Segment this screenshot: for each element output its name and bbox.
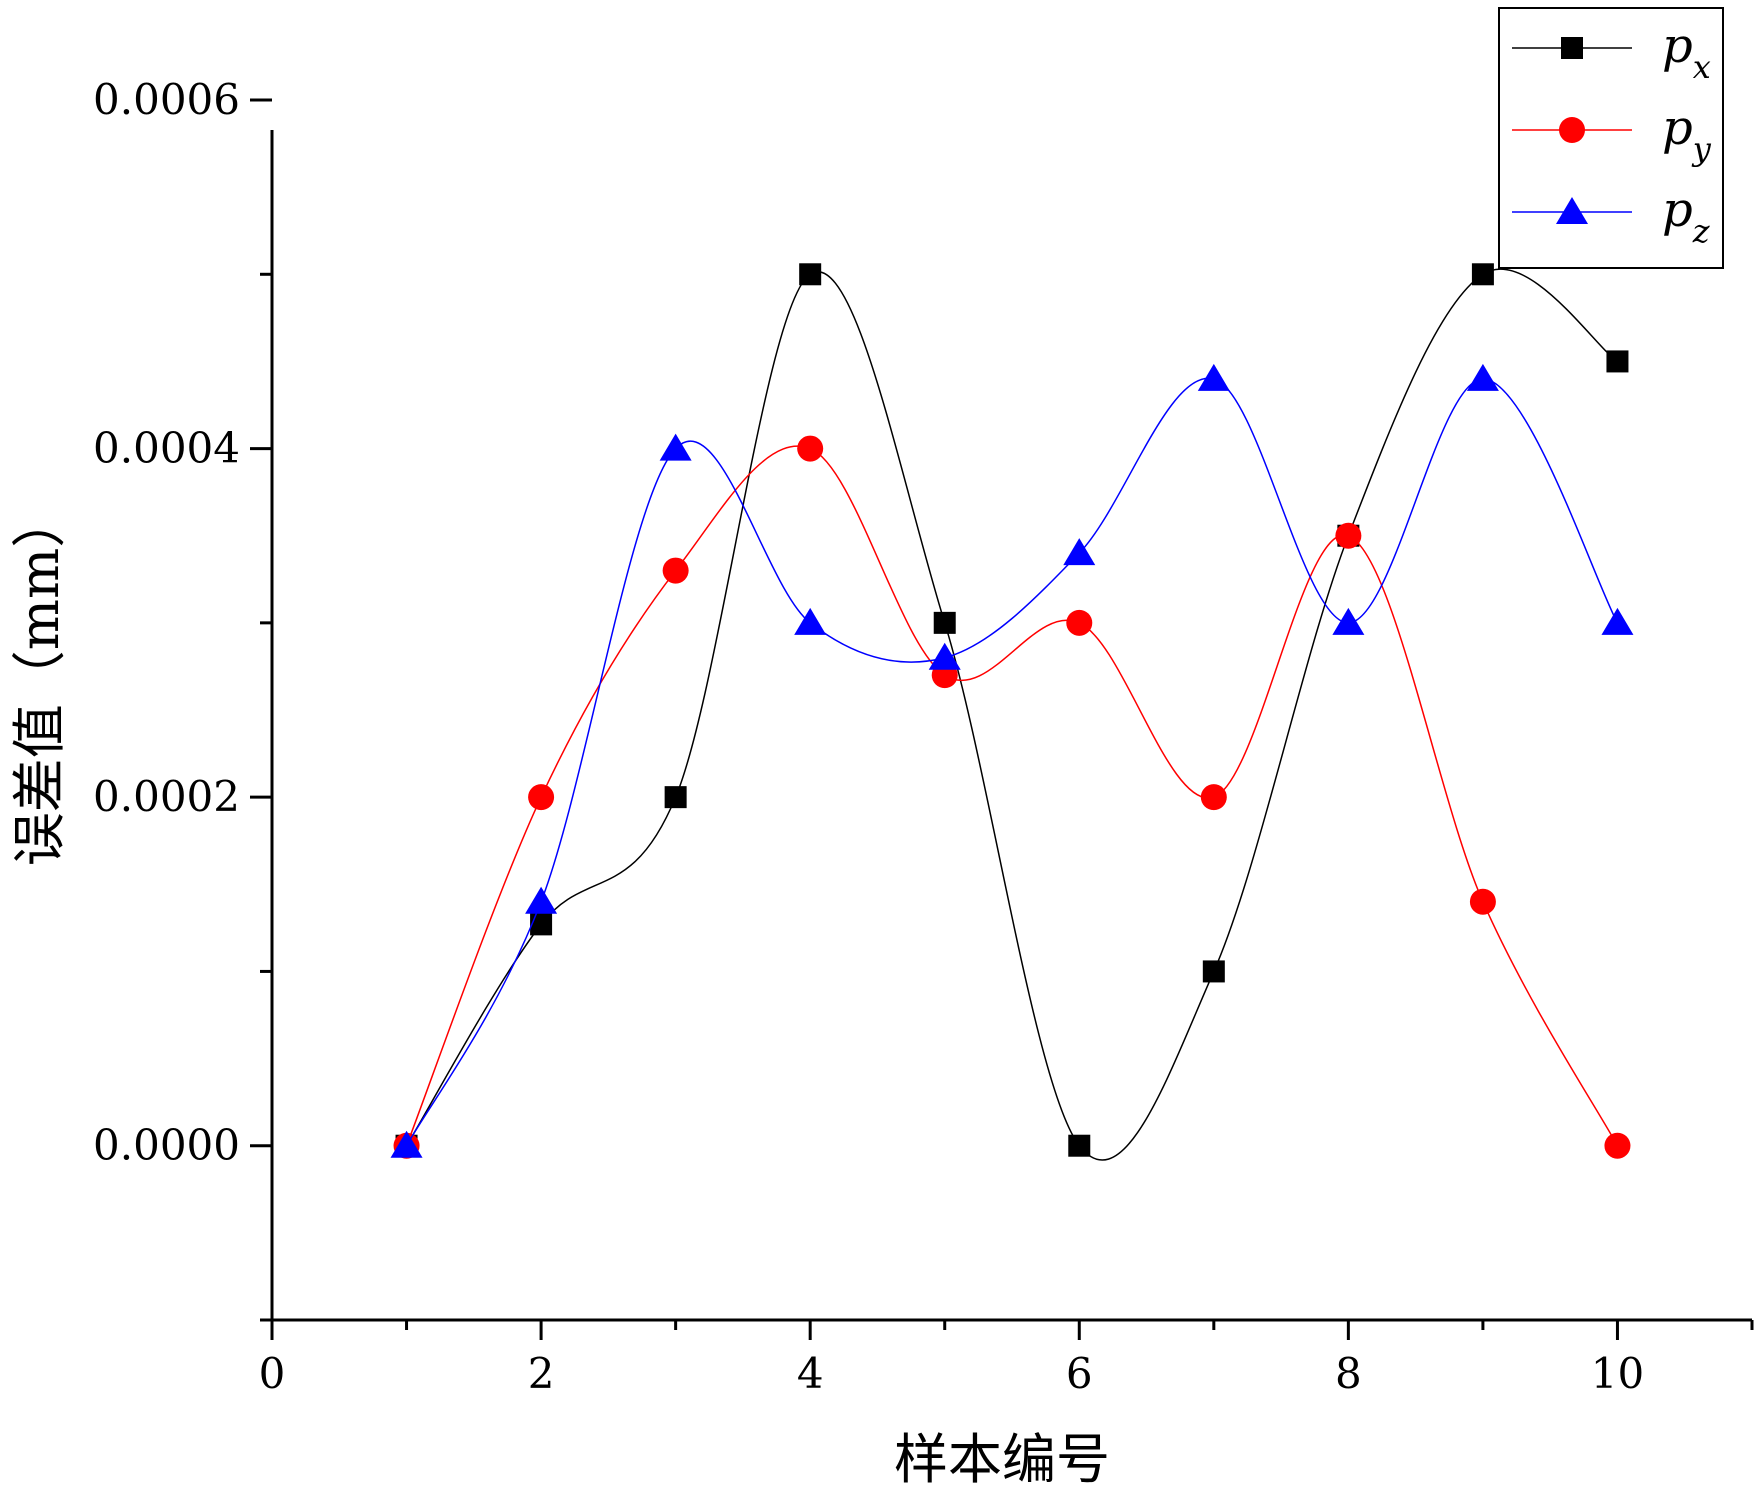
data-point-py <box>1604 1132 1631 1159</box>
data-point-pz <box>1063 538 1096 566</box>
y-tick-label: 0.0002 <box>93 772 240 821</box>
y-tick-label: 0.0006 <box>93 75 240 124</box>
series-line-px <box>405 268 1618 1161</box>
series-pz <box>390 363 1634 1158</box>
legend-label-px: px <box>1662 18 1711 86</box>
data-point-pz <box>1332 607 1365 635</box>
data-point-py <box>1469 888 1496 915</box>
axes: 0 2 4 6 8 10 0.0000 0.0002 0.0004 0.0006 <box>93 75 1754 1398</box>
data-point-pz <box>1197 363 1230 391</box>
series-layer <box>390 263 1634 1161</box>
data-point-px <box>1606 350 1629 373</box>
y-tick-label: 0.0000 <box>93 1121 240 1170</box>
legend-marker-py <box>1559 117 1585 143</box>
data-point-py <box>1066 609 1093 636</box>
x-tick-label: 4 <box>797 1349 824 1398</box>
data-point-px <box>530 913 553 936</box>
x-tick-label: 10 <box>1591 1349 1644 1398</box>
data-point-py <box>528 784 555 811</box>
data-point-py <box>1200 784 1227 811</box>
data-point-pz <box>794 607 827 635</box>
legend-label-base: p <box>1662 182 1693 238</box>
series-line-pz <box>405 377 1619 1147</box>
legend-marker-pz <box>1556 197 1588 224</box>
legend-label-base: p <box>1662 100 1693 156</box>
series-line-py <box>405 445 1619 1147</box>
y-axis-title: 误差值（mm） <box>8 494 71 866</box>
data-point-px <box>664 786 687 809</box>
legend-label-py: py <box>1662 100 1712 168</box>
data-point-px <box>933 611 956 634</box>
data-point-px <box>1202 960 1225 983</box>
data-point-pz <box>1601 607 1634 635</box>
data-point-py <box>1335 522 1362 549</box>
data-point-pz <box>1466 363 1499 391</box>
data-point-pz <box>390 1130 423 1158</box>
legend-label-subscript: x <box>1693 48 1711 86</box>
x-tick-label: 0 <box>259 1349 286 1398</box>
legend-label-pz: pz <box>1662 182 1711 250</box>
x-tick-label: 2 <box>528 1349 555 1398</box>
data-point-py <box>662 557 689 584</box>
data-point-px <box>1068 1134 1091 1157</box>
series-py <box>393 435 1631 1159</box>
data-point-pz <box>525 886 558 914</box>
data-point-pz <box>928 642 961 670</box>
series-px <box>395 263 1629 1161</box>
legend-label-base: p <box>1662 18 1693 74</box>
legend-marker-px <box>1561 37 1583 59</box>
data-point-pz <box>659 433 692 461</box>
data-point-px <box>1471 263 1494 286</box>
data-point-py <box>797 435 824 462</box>
legend-box <box>1498 7 1724 269</box>
data-point-px <box>799 263 822 286</box>
legend-label-subscript: z <box>1692 212 1711 250</box>
legend-label-subscript: y <box>1691 130 1712 168</box>
x-tick-label: 6 <box>1066 1349 1093 1398</box>
x-axis-title: 样本编号 <box>894 1428 1110 1491</box>
x-tick-label: 8 <box>1335 1349 1362 1398</box>
y-tick-label: 0.0004 <box>93 424 240 473</box>
